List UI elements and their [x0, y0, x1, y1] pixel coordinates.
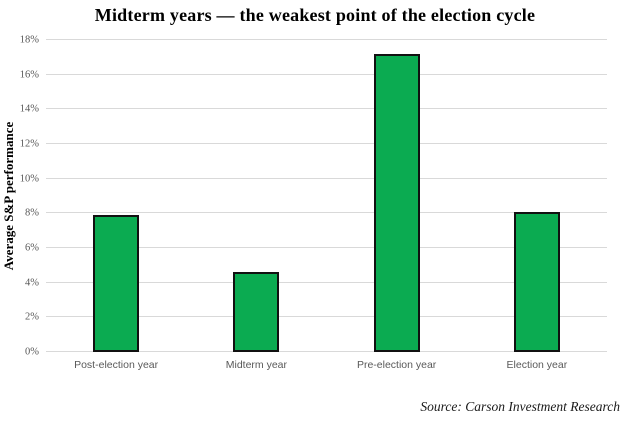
gridline [46, 316, 607, 318]
bar-slot [186, 40, 326, 352]
y-axis-title: Average S&P performance [0, 40, 18, 352]
gridline [46, 73, 607, 75]
bar-slot [46, 40, 186, 352]
x-axis-labels: Post-election year Midterm year Pre-electi… [46, 359, 607, 371]
y-tick-label: 10% [19, 173, 39, 185]
bar-pre-election-year [373, 53, 420, 352]
y-tick-label: 14% [19, 103, 39, 115]
x-axis-label: Election year [506, 359, 568, 371]
y-tick-label: 6% [25, 242, 39, 254]
y-tick-label: 12% [19, 138, 39, 150]
x-axis-label: Midterm year [225, 359, 287, 371]
source-note: Source: Carson Investment Research [420, 399, 620, 414]
y-tick-label: 4% [25, 277, 39, 289]
y-tick-label: 0% [25, 346, 39, 358]
bar-slot [327, 40, 467, 352]
x-axis-label: Pre-election year [356, 359, 437, 371]
gridline [46, 177, 607, 179]
gridline [46, 351, 607, 352]
y-axis-title-text: Average S&P performance [1, 121, 17, 271]
bars-container [46, 40, 607, 352]
y-tick-label: 2% [25, 311, 39, 323]
plot-area: 0% 2% 4% 6% 8% 10% 12% 14% 16% 18% [20, 35, 607, 358]
bar-post-election-year [93, 215, 140, 352]
y-tick-label: 18% [19, 34, 39, 46]
bar-slot [467, 40, 607, 352]
gridline [46, 281, 607, 283]
gridline [46, 143, 607, 144]
gridline [46, 39, 607, 40]
y-tick-label: 16% [19, 69, 39, 81]
bar-election-year [513, 211, 560, 352]
x-axis-label: Post-election year [74, 359, 159, 371]
gridline [46, 108, 607, 110]
chart-title: Midterm years — the weakest point of the… [94, 5, 536, 25]
y-tick-label: 8% [25, 207, 39, 219]
gridline [46, 247, 607, 248]
bar-midterm-year [233, 272, 280, 352]
gridline [46, 212, 607, 214]
